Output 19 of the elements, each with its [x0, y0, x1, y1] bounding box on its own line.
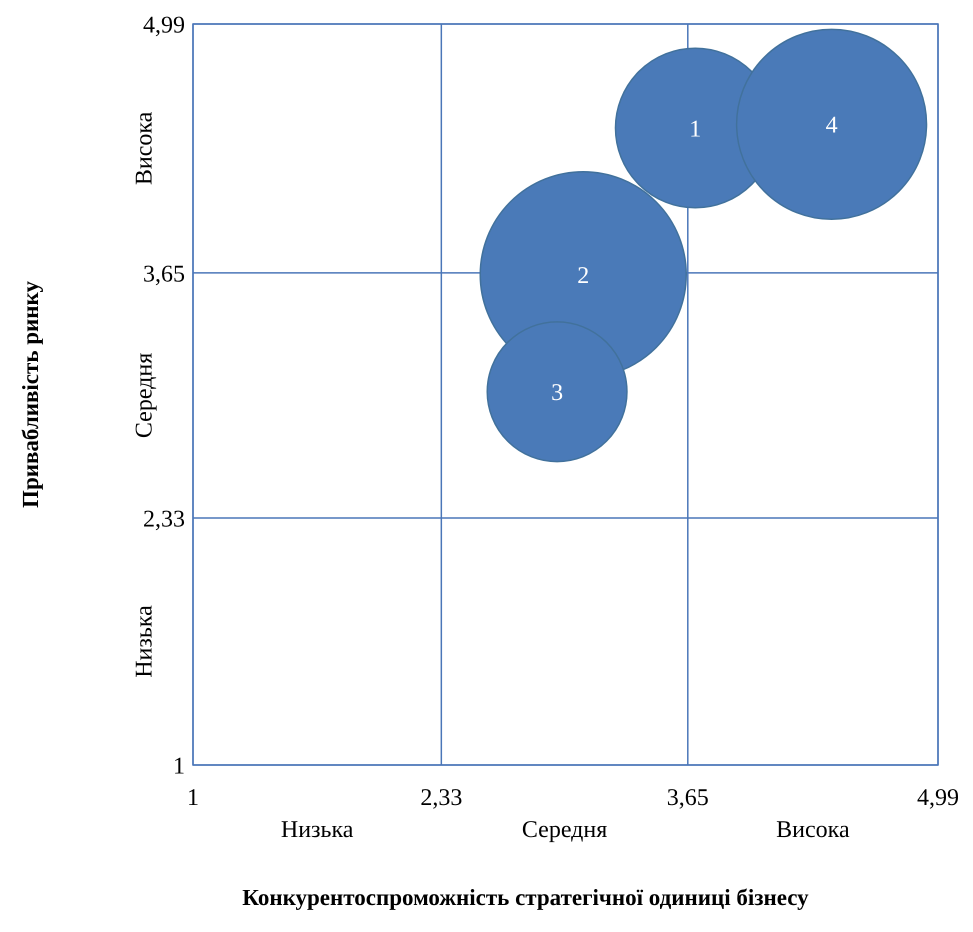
text: Середня — [131, 352, 158, 438]
x-tick-label: 2,33 — [420, 785, 462, 811]
y-axis-title: Привабливість ринку — [18, 280, 43, 508]
text: Низька — [131, 604, 158, 678]
annotation: 3 — [551, 380, 564, 406]
y-tick-label: 4,99 — [143, 12, 185, 38]
text: Низька — [280, 817, 354, 843]
annotation: 1 — [689, 116, 702, 142]
y-tick-label: 3,65 — [143, 261, 185, 288]
text: Середня — [522, 817, 608, 843]
x-tick-label: 3,65 — [666, 785, 709, 811]
annotation: 2 — [577, 263, 590, 290]
x-axis-title: Конкурентоспроможність стратегічної одиниці бізнесу — [242, 885, 810, 910]
annotation: 4 — [826, 112, 838, 139]
y-tick-label: 2,33 — [143, 506, 185, 532]
text: Висока — [131, 111, 158, 186]
y-tick-label: 1 — [173, 753, 185, 780]
text: Висока — [776, 817, 850, 843]
x-tick-label: 4,99 — [917, 785, 959, 811]
